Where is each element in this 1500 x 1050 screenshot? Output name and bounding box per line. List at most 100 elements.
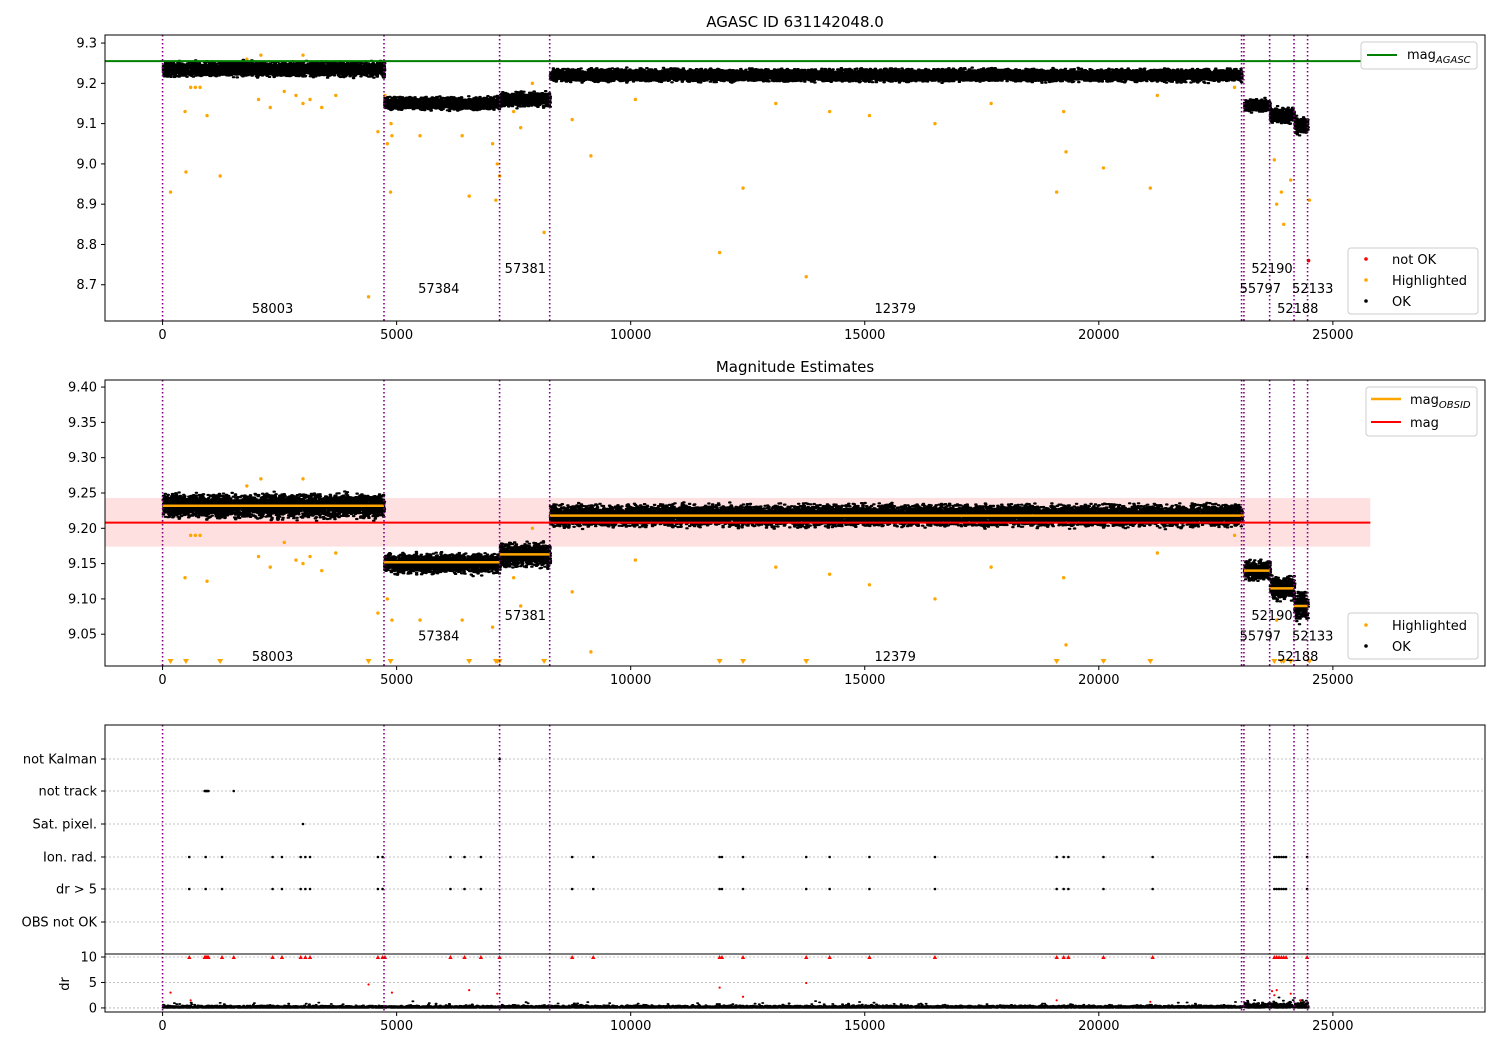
dr-clipped-marker xyxy=(478,955,484,960)
magnitude-lower-legend: Highlighted OK xyxy=(1347,612,1479,660)
flag-point xyxy=(570,855,574,859)
highlighted-point xyxy=(867,583,872,587)
agasc-data-layer: 58003 57384 57381 12379 52190 55797 52133 52188 xyxy=(105,35,1371,321)
dr-clipped-marker xyxy=(740,955,746,960)
flag-point xyxy=(1280,855,1283,859)
legend-label-subscript: OBSID xyxy=(1439,400,1471,411)
highlighted-point xyxy=(1148,186,1152,190)
flags-data-layer xyxy=(105,725,1485,1012)
dr-clipped-marker xyxy=(1150,955,1155,960)
x-tick-label: 0 xyxy=(158,673,166,688)
offscale-marker xyxy=(1280,659,1287,664)
flag-point xyxy=(220,855,224,859)
legend-swatch-highlighted xyxy=(1364,623,1368,627)
dr-tick-label: 5 xyxy=(89,976,97,991)
highlighted-point xyxy=(301,477,305,481)
offscale-marker xyxy=(365,659,372,664)
highlighted-point xyxy=(774,565,778,569)
highlighted-point xyxy=(494,198,498,202)
flag-point xyxy=(304,887,307,891)
highlighted-point xyxy=(198,533,202,538)
flag-point xyxy=(804,887,808,891)
dr-clipped-marker xyxy=(375,955,381,960)
flag-point xyxy=(280,887,284,891)
flag-point xyxy=(1282,855,1286,859)
highlighted-point xyxy=(1054,190,1059,194)
flag-category-label: not Kalman xyxy=(23,753,97,768)
legend-label-subscript: AGASC xyxy=(1435,55,1471,66)
legend-label-highlighted: Highlighted xyxy=(1392,274,1467,289)
highlighted-point xyxy=(827,572,832,576)
highlighted-point xyxy=(460,134,464,138)
obsid-label: 55797 xyxy=(1240,630,1281,645)
highlighted-point xyxy=(511,576,516,580)
dr-clipped-marker xyxy=(307,955,313,960)
highlighted-point xyxy=(418,618,422,622)
dr-clipped-marker xyxy=(1061,955,1066,960)
highlighted-point xyxy=(490,625,495,629)
flag-category-label: Ion. rad. xyxy=(43,851,97,866)
obsid-label: 58003 xyxy=(252,650,293,665)
x-tick-label: 25000 xyxy=(1312,673,1353,688)
dr-tick-label: 0 xyxy=(89,1001,97,1016)
offscale-marker xyxy=(217,659,224,664)
legend-swatch-ok xyxy=(1364,299,1368,303)
dr-clipped-marker xyxy=(719,955,725,960)
dr-clipped-marker xyxy=(303,955,308,960)
highlighted-point xyxy=(867,113,872,118)
obsid-label: 58003 xyxy=(252,302,293,317)
highlighted-point xyxy=(418,134,422,138)
flag-point xyxy=(187,855,191,859)
flag-point xyxy=(828,855,831,859)
flag-point xyxy=(1280,887,1283,891)
obsid-label: 12379 xyxy=(874,302,915,317)
highlighted-point xyxy=(989,101,993,106)
x-tick-label: 20000 xyxy=(1078,673,1119,688)
flag-point xyxy=(828,887,831,891)
flag-point xyxy=(204,855,207,859)
highlighted-point xyxy=(218,174,222,178)
highlighted-point xyxy=(530,526,535,530)
y-tick-label: 8.7 xyxy=(76,278,97,293)
dr-clipped-marker xyxy=(206,955,211,960)
axes-frame xyxy=(104,724,1486,1013)
x-tick-label: 10000 xyxy=(610,328,651,343)
highlighted-point xyxy=(334,93,338,98)
x-tick-label: 5000 xyxy=(380,1019,413,1034)
highlighted-point xyxy=(741,186,745,190)
highlighted-point xyxy=(245,484,249,488)
dr-clipped-marker xyxy=(187,955,192,960)
highlighted-point xyxy=(511,109,516,114)
offscale-marker xyxy=(167,659,174,664)
y-tick-label: 9.0 xyxy=(76,157,97,172)
highlighted-point xyxy=(1307,198,1312,202)
dr-clipped-marker xyxy=(1101,955,1106,960)
highlighted-point xyxy=(256,97,261,102)
flag-point xyxy=(1277,887,1281,891)
highlighted-point xyxy=(268,105,272,110)
obsid-label: 55797 xyxy=(1240,282,1281,297)
highlighted-point xyxy=(198,85,202,90)
dr-clipped-marker xyxy=(867,955,872,960)
legend-box xyxy=(1347,247,1479,315)
legend-label-text: mag xyxy=(1407,48,1436,63)
legend-swatch-ok xyxy=(1364,644,1368,648)
flag-category-label: OBS not OK xyxy=(22,916,98,931)
dr-outlier-point xyxy=(741,995,745,998)
dr-clipped-marker xyxy=(569,955,575,960)
x-tick-label: 25000 xyxy=(1312,328,1353,343)
highlighted-point xyxy=(183,576,187,580)
highlighted-point xyxy=(518,604,523,608)
highlighted-point xyxy=(1232,85,1237,90)
flag-point xyxy=(868,855,871,859)
legend-label-mag-obsid: magOBSID xyxy=(1410,393,1471,411)
legend-swatch-highlighted xyxy=(1364,278,1368,282)
highlighted-point xyxy=(633,558,638,562)
obsid-label: 57381 xyxy=(505,262,546,277)
flag-point xyxy=(1282,887,1286,891)
x-tick-label: 15000 xyxy=(844,673,885,688)
legend-swatch-not-ok xyxy=(1364,257,1368,261)
highlighted-point xyxy=(259,477,263,481)
legend-label-highlighted: Highlighted xyxy=(1392,619,1467,634)
dr-tick-label: 10 xyxy=(80,951,97,966)
